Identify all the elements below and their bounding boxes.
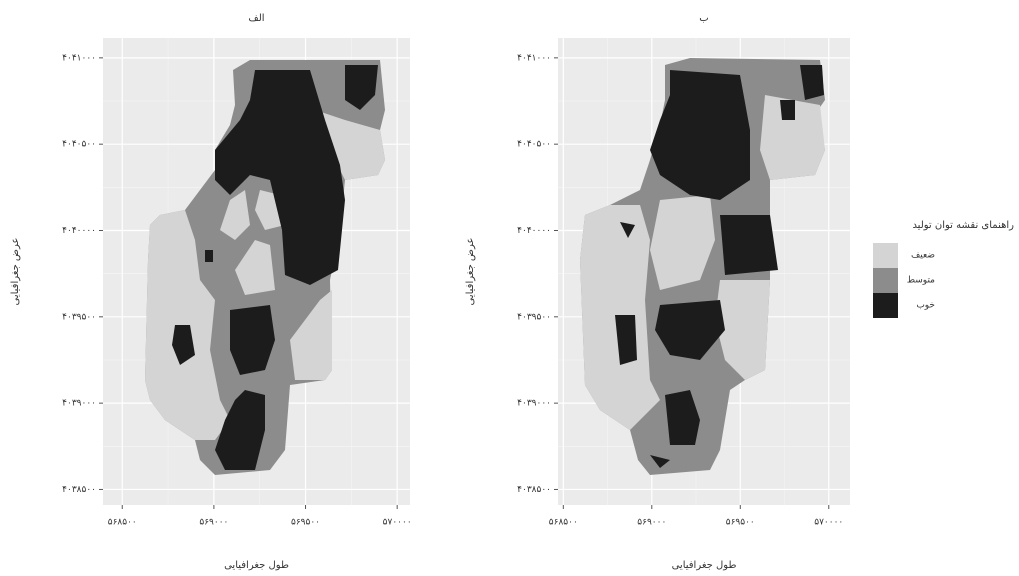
y-tick-label: ۴۰۳۹۵۰۰	[62, 312, 96, 322]
y-tick-label: ۴۰۴۰۰۰۰	[517, 226, 551, 236]
legend-title: راهنمای نقشه توان تولید	[912, 220, 1014, 231]
zone	[780, 100, 795, 120]
legend-key	[873, 268, 898, 293]
x-axis-label: طول جغرافیایی	[224, 560, 289, 571]
zone	[620, 222, 635, 238]
zone	[760, 95, 825, 180]
zone	[230, 305, 275, 375]
x-axis-label: طول جغرافیایی	[672, 560, 737, 571]
x-tick-label: ۵۶۹۰۰۰	[637, 518, 666, 528]
y-tick-label: ۴۰۳۹۵۰۰	[517, 312, 551, 322]
zone	[650, 70, 750, 200]
zone	[650, 455, 670, 468]
x-tick-label: ۵۶۹۵۰۰	[726, 518, 755, 528]
zone	[800, 65, 824, 100]
y-tick-label: ۴۰۴۱۰۰۰	[517, 53, 551, 63]
y-tick-label: ۴۰۴۰۰۰۰	[62, 226, 96, 236]
zone	[290, 290, 332, 380]
y-axis-label: عرض جغرافیایی	[465, 237, 476, 305]
legend-label: متوسط	[907, 276, 935, 286]
y-tick-label: ۴۰۳۹۰۰۰	[62, 399, 96, 409]
panel-title: ب	[699, 13, 708, 24]
zone	[715, 280, 770, 380]
x-tick-label: ۵۷۰۰۰۰	[814, 518, 843, 528]
legend-key	[873, 243, 898, 268]
y-axis-label: عرض جغرافیایی	[10, 237, 21, 305]
y-tick-label: ۴۰۳۹۰۰۰	[517, 399, 551, 409]
zone	[345, 65, 378, 110]
x-tick-label: ۵۶۹۵۰۰	[291, 518, 320, 528]
zone	[235, 240, 275, 295]
y-tick-label: ۴۰۴۱۰۰۰	[62, 53, 96, 63]
zone	[215, 390, 265, 470]
zone	[655, 300, 725, 360]
zone	[615, 315, 637, 365]
zone	[220, 190, 250, 240]
y-tick-label: ۴۰۳۸۵۰۰	[517, 485, 551, 495]
x-tick-label: ۵۶۸۵۰۰	[108, 518, 137, 528]
zone	[215, 70, 345, 285]
zone	[720, 215, 778, 275]
zone	[650, 195, 715, 290]
y-tick-label: ۴۰۴۰۵۰۰	[62, 140, 96, 150]
x-tick-label: ۵۶۸۵۰۰	[549, 518, 578, 528]
zone	[172, 325, 195, 365]
zone	[205, 250, 213, 262]
maps	[145, 58, 825, 475]
legend-key	[873, 293, 898, 318]
y-tick-label: ۴۰۳۸۵۰۰	[62, 485, 96, 495]
zone	[665, 390, 700, 445]
x-tick-label: ۵۶۹۰۰۰	[199, 518, 228, 528]
panel-title: الف	[248, 13, 264, 24]
legend-label: خوب	[916, 301, 935, 311]
legend-label: ضعیف	[911, 251, 935, 261]
y-tick-label: ۴۰۴۰۵۰۰	[517, 140, 551, 150]
x-tick-label: ۵۷۰۰۰۰	[383, 518, 412, 528]
zone	[315, 110, 385, 180]
